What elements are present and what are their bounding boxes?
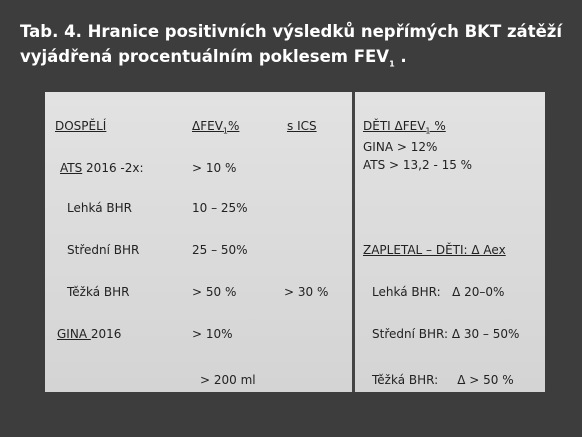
header: ΔFEV1%: [192, 119, 239, 135]
subscript: 1: [425, 126, 431, 136]
title-text: .: [394, 47, 407, 66]
header-text: %: [430, 119, 446, 133]
cell-text: 2016 -2x:: [82, 161, 144, 175]
cell: 10 – 25%: [192, 201, 248, 215]
header: ZAPLETAL – DĚTI: Δ Aex: [363, 243, 506, 257]
cell: Těžká BHR: Δ > 50 %: [372, 373, 514, 387]
cell: > 50 %: [192, 285, 237, 299]
table-panel: [45, 92, 545, 392]
header-text: ΔFEV: [192, 119, 223, 133]
cell: 25 – 50%: [192, 243, 248, 257]
header-text: %: [228, 119, 240, 133]
header: DOSPĚLÍ: [55, 119, 107, 133]
cell: > 30 %: [284, 285, 329, 299]
cell: > 200 ml: [200, 373, 256, 387]
cell-text: GINA: [57, 327, 91, 341]
cell: GINA 2016: [57, 327, 121, 341]
cell: > 10%: [192, 327, 233, 341]
title-line: Tab. 4. Hranice positivních výsledků nep…: [20, 22, 563, 41]
subscript: 1: [222, 126, 228, 136]
cell-text: ATS: [60, 161, 83, 175]
cell: Lehká BHR: Δ 20–0%: [372, 285, 505, 299]
cell: Střední BHR: Δ 30 – 50%: [372, 327, 520, 341]
cell-text: 2016: [90, 327, 122, 341]
column-separator: [352, 92, 355, 392]
header: s ICS: [287, 119, 317, 133]
cell: GINA > 12%: [363, 140, 438, 154]
cell: > 10 %: [192, 161, 237, 175]
cell: ATS 2016 -2x:: [60, 161, 144, 175]
title-text: vyjádřená procentuálním poklesem FEV: [20, 47, 390, 66]
subscript: 1: [389, 59, 395, 69]
cell: Těžká BHR: [67, 285, 130, 299]
cell: Lehká BHR: [67, 201, 132, 215]
cell: Střední BHR: [67, 243, 140, 257]
header: DĚTI ΔFEV1 %: [363, 119, 446, 135]
cell: ATS > 13,2 - 15 %: [363, 158, 473, 172]
header-text: DĚTI ΔFEV: [363, 119, 426, 133]
title-line: vyjádřená procentuálním poklesem FEV1 .: [20, 47, 407, 68]
